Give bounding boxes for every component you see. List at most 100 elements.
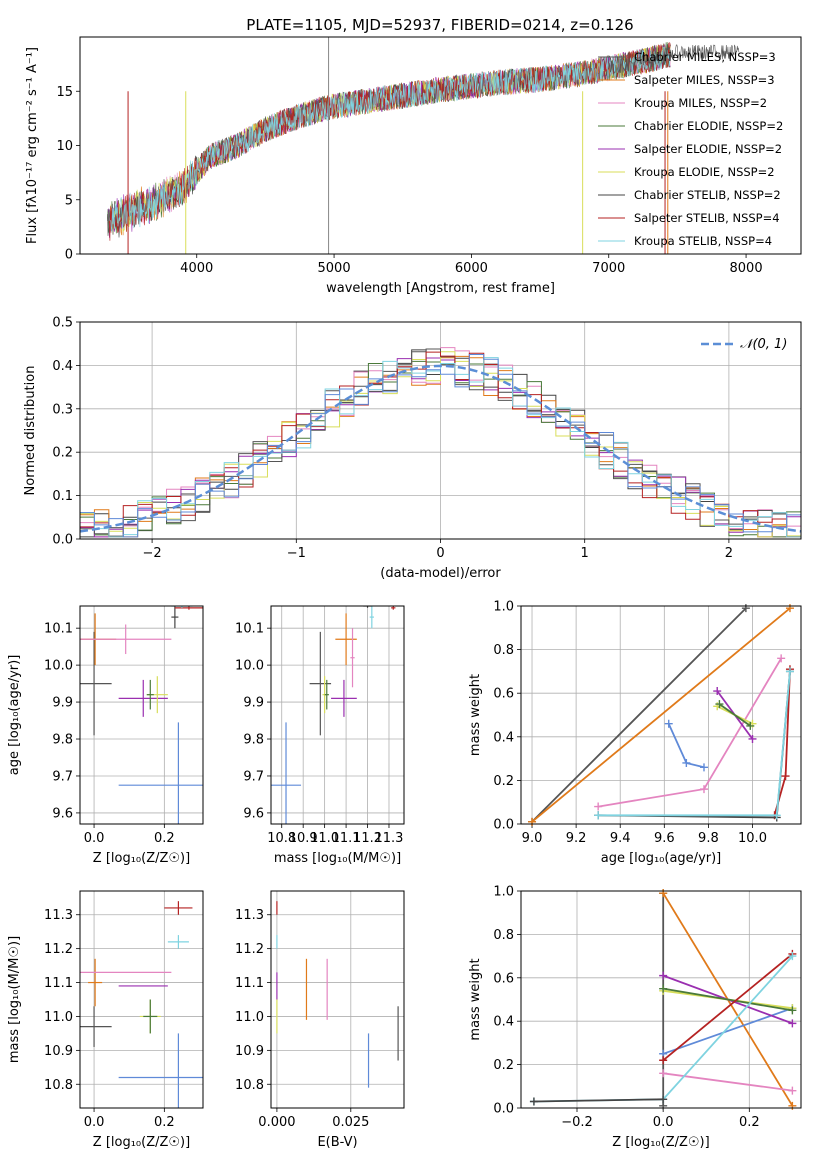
y-tick-label: 10.8: [235, 1078, 264, 1093]
y-tick-label: 0.3: [52, 402, 73, 417]
y-tick-label: 0.6: [493, 971, 514, 986]
y-tick-label: 11.3: [44, 908, 73, 923]
x-tick-label: 0.2: [154, 831, 175, 846]
weight-line: [662, 953, 793, 1061]
x-tick-label: 8000: [730, 261, 763, 276]
y-tick-label: 0.1: [52, 489, 73, 504]
plus-marker: [659, 889, 668, 898]
x-tick-label: 9.6: [654, 831, 675, 846]
plus-marker: [781, 772, 790, 781]
weight-line: [718, 703, 751, 727]
x-tick-label: 0.0: [84, 1115, 105, 1130]
y-tick-label: 9.8: [52, 733, 73, 748]
y-axis-label: mass weight: [468, 958, 483, 1040]
y-tick-label: 11.0: [44, 1010, 73, 1025]
residual-panel: −2 −1 0 1 2 0.0 0.1 0.2 0.3 0.4 0.5 (data-model)/er…: [23, 316, 802, 581]
axes-frame: [79, 321, 802, 540]
spectrum-panel: 4000 5000 6000 7000 8000 0 5 10 15 wavelength [An…: [25, 36, 802, 296]
plus-marker: [772, 811, 781, 820]
spectrum-series-line: [107, 43, 671, 238]
y-tick-label: 1.0: [493, 885, 514, 900]
plus-marker: [777, 654, 786, 663]
x-tick-label: 6000: [455, 261, 488, 276]
mass-age-panel: 10.810.911.011.111.211.3 9.6 9.7 9.8 9.9 10.0…: [235, 605, 405, 866]
y-tick-label: 10.1: [44, 622, 73, 637]
y-axis-label: mass [log₁₀(M/M☉)]: [7, 936, 22, 1063]
x-tick-label: 0.0: [653, 1115, 674, 1130]
plus-marker: [659, 1069, 668, 1078]
x-tick-label: 1: [581, 546, 589, 561]
normal-curve: [79, 364, 802, 533]
y-tick-label: 0.0: [52, 533, 73, 548]
x-tick-label: 4000: [180, 261, 213, 276]
y-tick-label: 11.3: [235, 908, 264, 923]
spectrum-series-line: [109, 44, 671, 235]
weight-line: [662, 1007, 793, 1055]
y-tick-label: 9.7: [52, 769, 73, 784]
y-tick-label: 9.6: [52, 806, 73, 821]
y-tick-label: 11.0: [235, 1010, 264, 1025]
plus-marker: [659, 971, 668, 980]
plus-marker: [715, 700, 724, 709]
y-tick-label: 0: [65, 248, 73, 263]
y-axis-label: mass weight: [468, 674, 483, 756]
x-tick-label: 11.0: [310, 831, 339, 846]
x-tick-label: 2: [725, 546, 733, 561]
legend-label: Chabrier ELODIE, NSSP=2: [634, 119, 783, 133]
y-tick-label: 0.5: [52, 316, 73, 331]
x-tick-label: 0: [436, 546, 444, 561]
plus-marker: [659, 1095, 668, 1104]
x-tick-label: 0.000: [258, 1115, 295, 1130]
histogram-step-line: [80, 353, 801, 538]
y-tick-label: 9.9: [243, 696, 264, 711]
x-tick-label: −2: [143, 546, 162, 561]
plus-marker: [594, 802, 603, 811]
x-tick-label: 9.4: [610, 831, 631, 846]
plus-marker: [788, 1006, 797, 1015]
plus-marker: [682, 758, 691, 767]
y-tick-label: 9.9: [52, 696, 73, 711]
weight-line: [531, 607, 791, 823]
spectrum-series-line: [608, 44, 740, 74]
legend: Chabrier MILES, NSSP=3 Salpeter MILES, NS…: [598, 50, 783, 248]
x-axis-label: (data-model)/error: [380, 566, 501, 581]
weight-line: [598, 657, 782, 808]
z-mass-panel: 0.0 0.2 10.8 10.9 11.0 11.1 11.2 11.3 Z [log₁₀(Z…: [7, 890, 204, 1150]
x-tick-label: 11.3: [375, 831, 404, 846]
y-tick-label: 0.8: [493, 928, 514, 943]
x-axis-label: Z [log₁₀(Z/Z☉)]: [93, 851, 190, 866]
axes-frame: [270, 605, 405, 825]
y-tick-label: 10.0: [44, 659, 73, 674]
plus-marker: [788, 952, 797, 961]
y-tick-label: 10.1: [235, 622, 264, 637]
x-tick-label: 9.0: [522, 831, 543, 846]
z-age-panel: 0.0 0.2 9.6 9.7 9.8 9.9 10.0 10.1 Z [log₁₀(Z/Z☉)…: [7, 605, 204, 866]
x-tick-label: 9.2: [566, 831, 587, 846]
y-tick-label: 0.4: [52, 359, 73, 374]
z-weight-panel: −0.2 0.0 0.2 0.0 0.2 0.4 0.6 0.8 1.0 Z [log₁₀(Z/Z…: [468, 885, 802, 1150]
y-tick-label: 0.0: [493, 818, 514, 833]
plus-marker: [788, 1086, 797, 1095]
plus-marker: [788, 1019, 797, 1028]
y-axis-label: Normed distribution: [23, 366, 38, 496]
x-tick-label: 0.0: [84, 831, 105, 846]
plus-marker: [785, 667, 794, 676]
weight-line: [663, 1072, 793, 1092]
y-tick-label: 0.0: [493, 1102, 514, 1117]
y-tick-label: 0.2: [493, 1058, 514, 1073]
x-axis-label: Z [log₁₀(Z/Z☉)]: [612, 1135, 709, 1150]
weight-line: [533, 1098, 664, 1103]
age-weight-panel: 9.0 9.2 9.4 9.6 9.8 10.0 0.0 0.2 0.4 0.6 0.8 1.0 age…: [468, 600, 802, 866]
y-tick-label: 11.1: [44, 976, 73, 991]
y-axis-label: Flux [fλ10⁻¹⁷ erg cm⁻² s⁻¹ A⁻¹]: [25, 47, 40, 244]
x-axis-label: E(B-V): [317, 1135, 357, 1150]
legend-label: Kroupa STELIB, NSSP=4: [634, 234, 772, 248]
plus-marker: [699, 785, 708, 794]
x-tick-label: 0.2: [154, 1115, 175, 1130]
y-tick-label: 0.2: [52, 446, 73, 461]
legend-label: Salpeter MILES, NSSP=3: [634, 73, 775, 87]
y-tick-label: 0.6: [493, 687, 514, 702]
y-tick-label: 0.4: [493, 730, 514, 745]
